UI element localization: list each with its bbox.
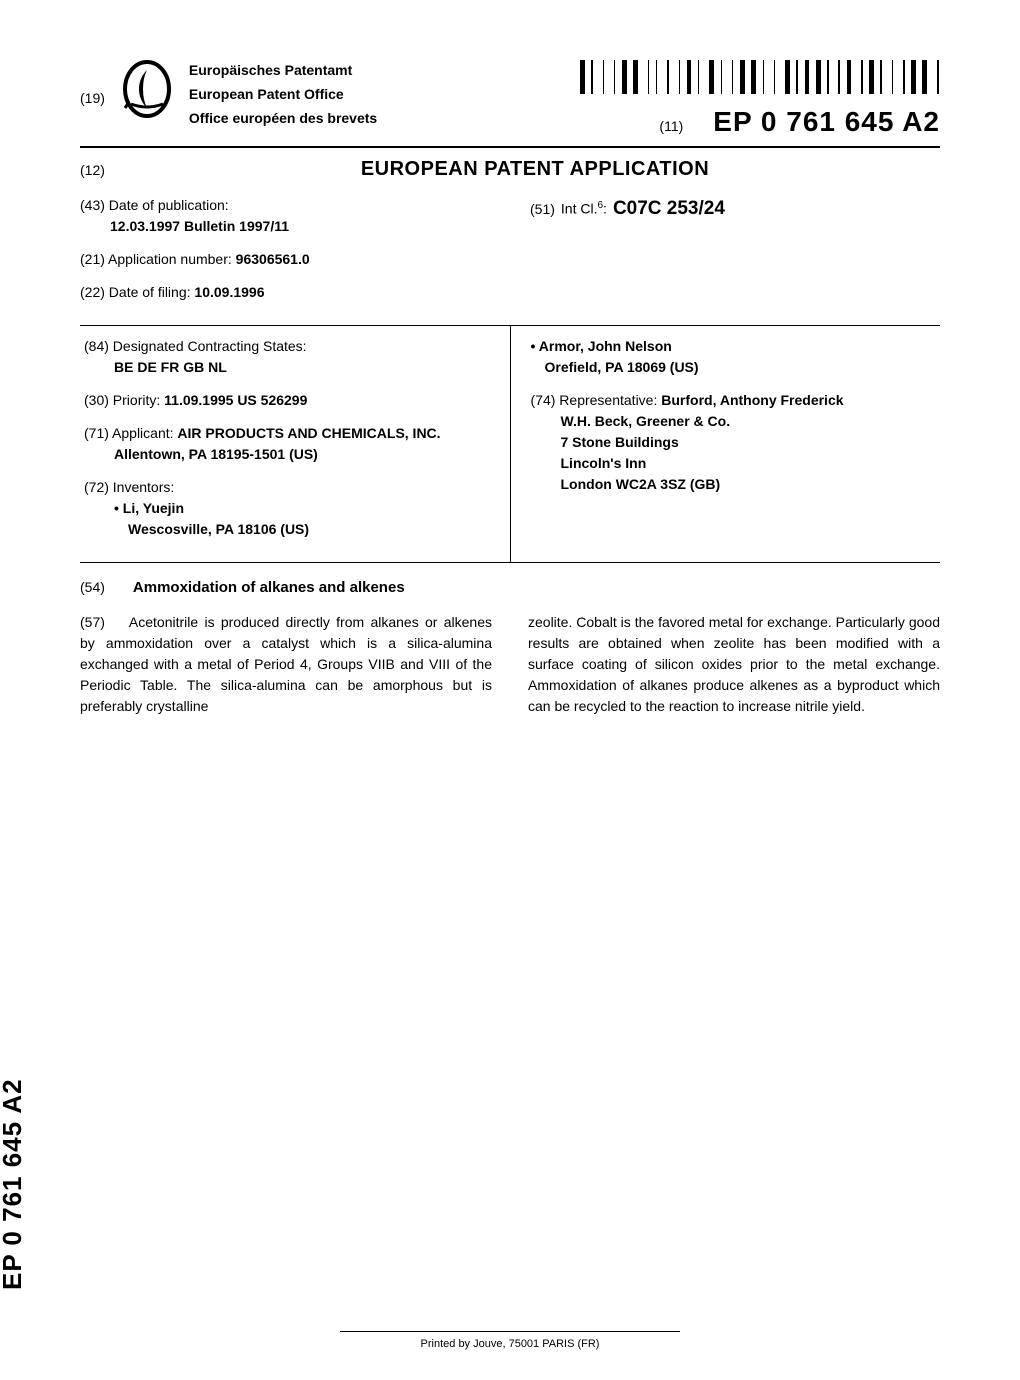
inid-30: (30) <box>84 392 109 408</box>
footer-divider <box>340 1331 680 1332</box>
doc-type-title: EUROPEAN PATENT APPLICATION <box>130 158 940 181</box>
abstract-col2: zeolite. Cobalt is the favored metal for… <box>528 612 940 717</box>
inventor-2-address: Orefield, PA 18069 (US) <box>545 359 699 375</box>
field-designated: (84) Designated Contracting States: BE D… <box>84 336 490 378</box>
side-pub-number: EP 0 761 645 A2 <box>0 1078 28 1290</box>
inid-54: (54) <box>80 579 105 595</box>
date-pub-value: 12.03.1997 Bulletin 1997/11 <box>110 218 289 234</box>
field-representative: (74) Representative: Burford, Anthony Fr… <box>531 390 937 495</box>
inid-21: (21) <box>80 251 105 267</box>
filing-date-label: Date of filing: <box>109 284 191 300</box>
applicant-name: AIR PRODUCTS AND CHEMICALS, INC. <box>177 425 440 441</box>
inid-51: (51) <box>530 199 555 220</box>
designated-label: Designated Contracting States: <box>113 338 307 354</box>
doc-type-code: (12) <box>80 162 130 178</box>
representative-addr2: Lincoln's Inn <box>561 455 647 471</box>
abstract: (57)Acetonitrile is produced directly fr… <box>80 612 940 717</box>
divider <box>80 146 940 148</box>
field-int-cl: (51) Int Cl.6: C07C 253/24 <box>530 195 940 224</box>
field-app-number: (21) Application number: 96306561.0 <box>80 249 490 270</box>
app-number-value: 96306561.0 <box>236 251 310 267</box>
biblio-top: (43) Date of publication: 12.03.1997 Bul… <box>80 195 940 315</box>
inid-72: (72) <box>84 479 109 495</box>
representative-label: Representative: <box>559 392 657 408</box>
inventor-1: Li, Yuejin Wescosville, PA 18106 (US) <box>128 498 490 540</box>
biblio-top-right: (51) Int Cl.6: C07C 253/24 <box>530 195 940 315</box>
priority-value: 11.09.1995 US 526299 <box>164 392 307 408</box>
inventor-1-name: Li, Yuejin <box>123 500 184 516</box>
representative-name: Burford, Anthony Frederick <box>661 392 843 408</box>
abstract-text-1: Acetonitrile is produced directly from a… <box>80 614 492 714</box>
inventor-2: Armor, John Nelson Orefield, PA 18069 (U… <box>545 336 937 378</box>
filing-date-value: 10.09.1996 <box>194 284 264 300</box>
biblio-top-left: (43) Date of publication: 12.03.1997 Bul… <box>80 195 490 315</box>
inventor-2-name: Armor, John Nelson <box>539 338 672 354</box>
epo-logo <box>123 60 171 121</box>
field-applicant: (71) Applicant: AIR PRODUCTS AND CHEMICA… <box>84 423 490 465</box>
inid-84: (84) <box>84 338 109 354</box>
inventor-1-address: Wescosville, PA 18106 (US) <box>128 521 309 537</box>
applicant-label: Applicant: <box>112 425 173 441</box>
footer-text: Printed by Jouve, 75001 PARIS (FR) <box>421 1338 600 1350</box>
pub-number-label: (11) <box>659 118 683 134</box>
field-inventor-2: Armor, John Nelson Orefield, PA 18069 (U… <box>531 336 937 378</box>
priority-label: Priority: <box>113 392 160 408</box>
office-code: (19) <box>80 60 105 106</box>
inventors-label: Inventors: <box>113 479 174 495</box>
field-date-pub: (43) Date of publication: 12.03.1997 Bul… <box>80 195 490 237</box>
office-names: Europäisches Patentamt European Patent O… <box>189 60 377 126</box>
representative-addr3: London WC2A 3SZ (GB) <box>561 476 721 492</box>
inid-22: (22) <box>80 284 105 300</box>
pub-number: EP 0 761 645 A2 <box>713 106 940 138</box>
abstract-col1: (57)Acetonitrile is produced directly fr… <box>80 612 492 717</box>
office-name-de: Europäisches Patentamt <box>189 62 377 78</box>
header-left: (19) Europäisches Patentamt European Pat… <box>80 60 377 126</box>
barcode <box>580 60 940 94</box>
applicant-address: Allentown, PA 18195-1501 (US) <box>114 446 318 462</box>
inid-71: (71) <box>84 425 109 441</box>
biblio-box: (84) Designated Contracting States: BE D… <box>80 325 940 563</box>
header-right: (11) EP 0 761 645 A2 <box>580 60 940 138</box>
invention-title: Ammoxidation of alkanes and alkenes <box>133 579 405 596</box>
office-name-en: European Patent Office <box>189 86 377 102</box>
abstract-text-2: zeolite. Cobalt is the favored metal for… <box>528 614 940 714</box>
app-number-label: Application number: <box>108 251 232 267</box>
designated-value: BE DE FR GB NL <box>114 359 227 375</box>
inid-74: (74) <box>531 392 556 408</box>
footer: Printed by Jouve, 75001 PARIS (FR) <box>0 1331 1020 1350</box>
field-priority: (30) Priority: 11.09.1995 US 526299 <box>84 390 490 411</box>
office-name-fr: Office européen des brevets <box>189 110 377 126</box>
title-row: (54) Ammoxidation of alkanes and alkenes <box>80 579 940 596</box>
int-cl-prefix: Int Cl.6: <box>561 198 607 220</box>
biblio-box-right: Armor, John Nelson Orefield, PA 18069 (U… <box>511 326 941 562</box>
pub-number-row: (11) EP 0 761 645 A2 <box>580 106 940 138</box>
representative-addr1: 7 Stone Buildings <box>561 434 679 450</box>
biblio-box-left: (84) Designated Contracting States: BE D… <box>80 326 511 562</box>
representative-firm: W.H. Beck, Greener & Co. <box>561 413 731 429</box>
inid-43: (43) <box>80 197 105 213</box>
field-inventors: (72) Inventors: Li, Yuejin Wescosville, … <box>84 477 490 540</box>
doc-type-row: (12) EUROPEAN PATENT APPLICATION <box>80 158 940 181</box>
header: (19) Europäisches Patentamt European Pat… <box>80 60 940 138</box>
field-filing-date: (22) Date of filing: 10.09.1996 <box>80 282 490 303</box>
inid-57: (57) <box>80 614 105 630</box>
date-pub-label: Date of publication: <box>109 197 229 213</box>
int-cl-value: C07C 253/24 <box>613 195 725 224</box>
